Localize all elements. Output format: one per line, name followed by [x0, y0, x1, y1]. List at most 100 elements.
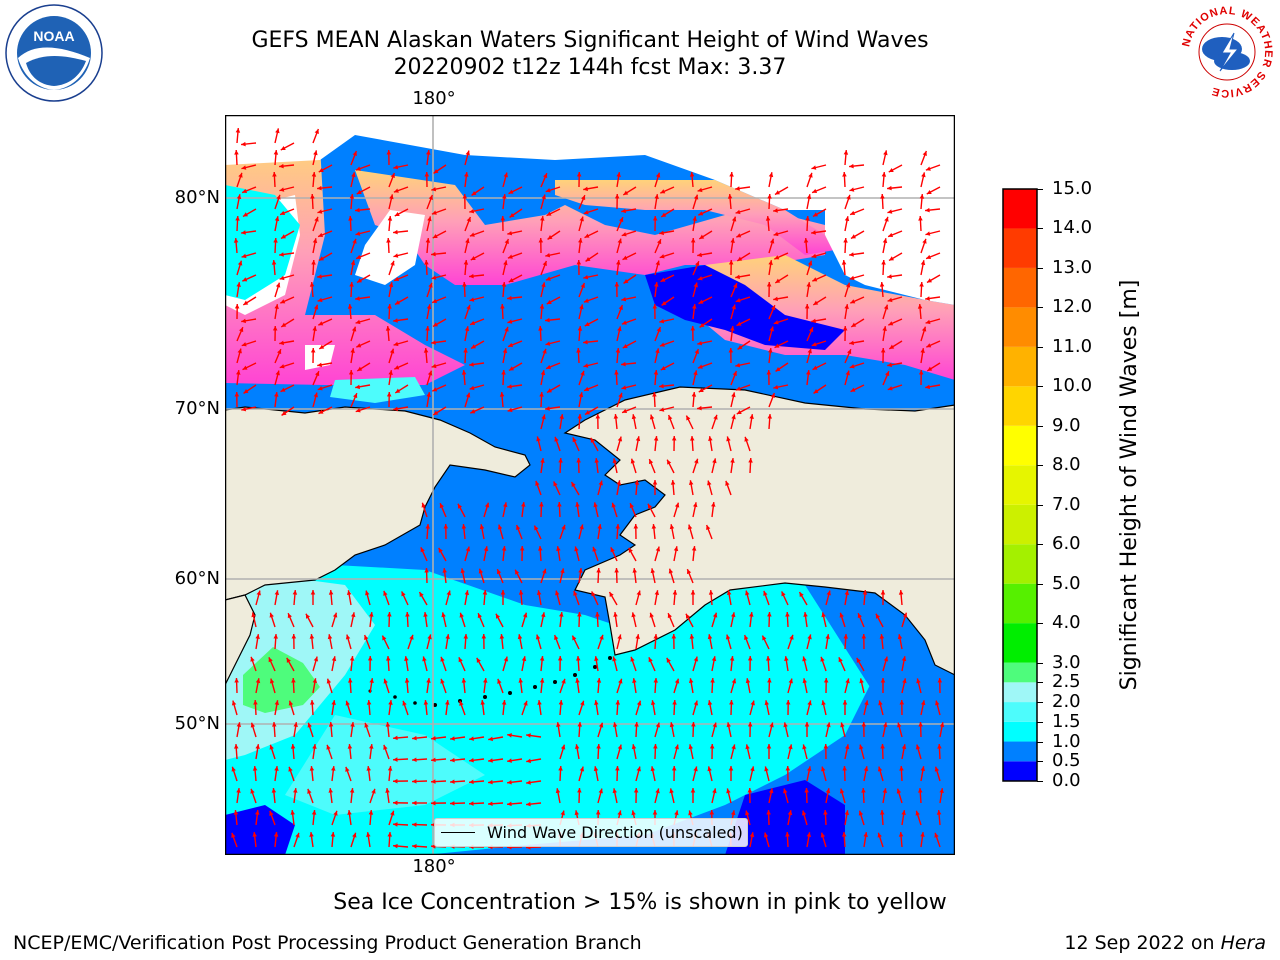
wave-arrow-head [901, 744, 907, 750]
wave-arrow-head [694, 348, 699, 354]
wave-arrow-head [385, 326, 391, 331]
wave-arrow-head [450, 779, 455, 784]
wave-arrow-head [731, 744, 736, 750]
wave-arrow-head [312, 678, 318, 684]
wave-arrow-head [369, 744, 374, 749]
wave-arrow-head [234, 678, 239, 683]
wave-arrow-head [659, 254, 665, 259]
wave-arrow-head [882, 326, 887, 331]
colorbar-tick-label: 6.0 [1052, 533, 1081, 555]
wave-arrow-head [495, 613, 501, 619]
wave-arrow-head [412, 735, 417, 741]
wave-arrow-head [659, 407, 665, 412]
wave-arrow-head [367, 656, 373, 661]
wave-arrow-head [768, 172, 774, 178]
wave-arrow-head [769, 238, 775, 244]
wave-arrow-head [504, 326, 509, 332]
wave-arrow-head [534, 525, 539, 531]
wave-arrow-head [902, 612, 908, 618]
wave-arrow-head [845, 370, 850, 376]
pacific-waves-2.5 [243, 647, 320, 713]
wave-arrow-head [317, 362, 323, 368]
wave-arrow-head [427, 370, 433, 376]
wave-arrow-head [598, 722, 604, 728]
wave-arrow-head [849, 187, 855, 192]
wave-arrow-head [693, 194, 699, 200]
colorbar-tick-label: 2.0 [1052, 691, 1081, 713]
legend-label: Wind Wave Direction (unscaled) [487, 823, 743, 842]
wave-arrow-head [580, 282, 585, 288]
wave-arrow-head [650, 568, 656, 574]
wave-arrow-head [576, 656, 581, 661]
wave-arrow-head [539, 392, 544, 397]
wave-arrow-head [655, 788, 660, 794]
colorbar-tick-label: 15.0 [1052, 178, 1093, 199]
wave-arrow-head [573, 590, 578, 596]
wave-arrow-head [811, 230, 816, 235]
wave-arrow-head [802, 744, 807, 750]
wave-arrow-head [318, 167, 324, 173]
colorbar-tick-label: 9.0 [1052, 414, 1081, 436]
wave-arrow-head [461, 524, 467, 529]
colorbar-band [1003, 741, 1037, 762]
wave-arrow-head [877, 766, 883, 772]
wave-arrow-head [388, 282, 394, 288]
wave-arrow-head [697, 340, 703, 346]
wave-arrow-head [925, 166, 931, 171]
wave-arrow-head [255, 744, 260, 749]
wave-arrow-head [560, 810, 565, 816]
wave-arrow-head [577, 414, 582, 419]
wave-arrow-head [788, 678, 793, 684]
wave-arrow-head [612, 458, 618, 464]
wave-arrow-head [431, 340, 436, 345]
wave-arrow-head [618, 304, 623, 310]
wave-arrow-head [767, 414, 772, 419]
wave-arrow-head [763, 832, 769, 838]
wave-arrow-head [813, 212, 819, 217]
wave-arrow-head [383, 744, 388, 750]
wave-arrow-head [580, 370, 585, 376]
wave-arrow-head [318, 232, 324, 238]
wave-arrow-head [393, 800, 398, 806]
wave-arrow-head [887, 297, 893, 303]
wave-arrow-head [290, 810, 295, 815]
wave-arrow-head [390, 172, 395, 178]
wave-arrow-head [844, 744, 850, 750]
wave-arrow-head [311, 172, 317, 177]
sea-ice-central [355, 170, 825, 285]
wave-arrow-head [915, 810, 920, 816]
wave-arrow-head [584, 386, 590, 392]
wave-arrow-head [288, 700, 294, 706]
wave-arrow-head [710, 678, 715, 683]
wave-arrow-head [507, 407, 513, 413]
wave-arrow-head [503, 260, 508, 266]
wave-arrow-head [386, 238, 391, 243]
ice-caption: Sea Ice Concentration > 15% is shown in … [333, 890, 947, 915]
wave-arrow-head [887, 185, 892, 191]
wave-arrow-head [583, 274, 589, 280]
wave-arrow-head [546, 364, 552, 370]
wave-arrow-head [729, 700, 734, 705]
wave-arrow-head [469, 208, 475, 214]
wave-arrow-head [669, 722, 675, 728]
wave-arrow-head [861, 788, 866, 793]
colorbar-tick-label: 4.0 [1052, 612, 1081, 634]
wave-arrow-head [507, 254, 513, 259]
wave-arrow-head [317, 185, 322, 191]
wave-arrow-head [519, 546, 525, 551]
wave-arrow-head [845, 282, 851, 288]
wave-arrow-head [915, 744, 921, 750]
wave-arrow-head [243, 300, 249, 305]
wave-arrow-head [386, 656, 391, 661]
wave-arrow-head [355, 319, 361, 325]
wave-arrow-head [918, 370, 924, 375]
wave-arrow-head [279, 275, 285, 281]
wave-arrow-head [614, 568, 619, 573]
colorbar-tick-label: 13.0 [1052, 256, 1093, 278]
wave-arrow-head [571, 482, 576, 488]
colorbar-tick-label: 7.0 [1052, 493, 1081, 515]
wave-arrow-head [348, 370, 354, 375]
wave-arrow-head [496, 569, 502, 575]
colorbar-tick-mark [1037, 465, 1043, 467]
wave-arrow-head [315, 371, 320, 377]
